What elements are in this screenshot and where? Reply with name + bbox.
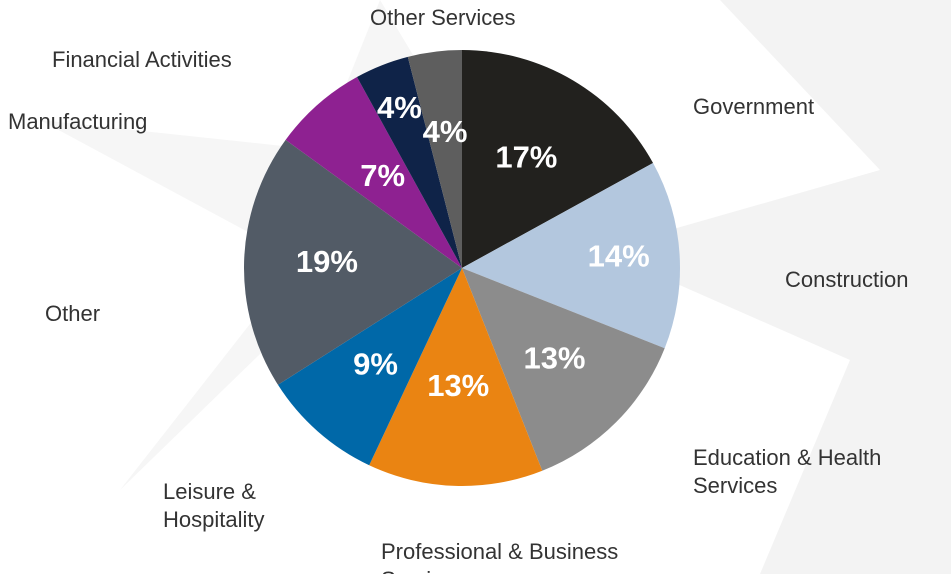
slice-label: 4% — [377, 90, 422, 125]
slice-label: 14% — [588, 238, 650, 273]
pie-slice — [462, 50, 654, 268]
category-label: Professional & Business Services — [381, 539, 619, 574]
category-label: Government — [693, 94, 815, 119]
category-label: Other Services — [370, 5, 516, 30]
category-label: Education & Health Services — [693, 445, 882, 498]
background-shape — [600, 0, 951, 574]
pie-slice — [462, 268, 665, 471]
slice-label: 4% — [423, 114, 468, 149]
category-label: Construction — [785, 267, 909, 292]
category-label: Other — [45, 301, 101, 326]
slice-label: 13% — [427, 368, 489, 403]
slice-label: 7% — [360, 158, 405, 193]
pie-slice — [369, 268, 543, 486]
pie-slice — [407, 50, 462, 268]
pie-slice — [356, 56, 462, 268]
pie-slice — [277, 268, 462, 466]
slice-label: 19% — [296, 244, 358, 279]
pie-slice — [285, 76, 462, 268]
pie-slice — [244, 139, 462, 385]
slice-label: 17% — [495, 139, 557, 174]
category-label: Manufacturing — [8, 109, 148, 134]
category-label: Leisure & Hospitality — [163, 479, 265, 532]
category-label: Financial Activities — [52, 47, 232, 72]
pie-slice — [462, 162, 680, 349]
slice-label: 13% — [523, 341, 585, 376]
slice-label: 9% — [353, 346, 398, 381]
